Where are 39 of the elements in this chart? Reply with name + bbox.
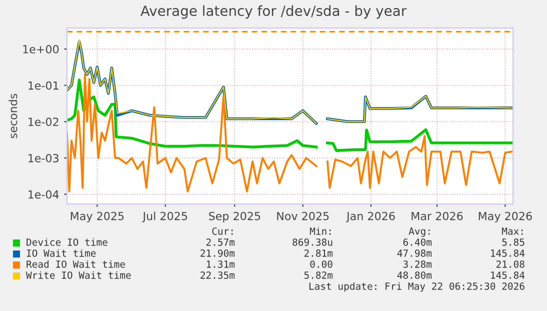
x-tick-label: Jul 2025 (142, 212, 188, 222)
y-tick-label: 1e-02 (28, 118, 58, 126)
y-tick-label: 1e-04 (28, 190, 59, 199)
legend-label: Device IO time (26, 238, 108, 246)
x-tick-label: Mar 2026 (412, 212, 463, 220)
text: 0.00 (310, 260, 332, 268)
text: 869.38u (292, 238, 332, 246)
text: 3.28m (403, 260, 432, 268)
y-axis-title: seconds (8, 94, 18, 138)
x-tick-label: May 2025 (70, 212, 124, 222)
text: 145.84 (491, 271, 525, 279)
text: 21.90m (200, 249, 235, 257)
text: Min: (310, 227, 331, 235)
text: Cur: (212, 227, 233, 235)
text: 6.40m (403, 238, 432, 246)
chart-title: Average latency for /dev/sda - by year (140, 5, 407, 19)
y-tick-label: 1e+00 (23, 45, 59, 54)
y-tick-label: 1e-03 (28, 154, 58, 162)
text: 2.57m (206, 238, 235, 246)
x-tick-label: Sep 2025 (209, 212, 260, 222)
text: Last update: Fri May 22 06:25:30 2026 (309, 282, 524, 292)
legend-label: IO Wait time (26, 249, 96, 257)
text: Avg: (408, 228, 430, 237)
text: 1.31m (206, 260, 235, 268)
legend-label: Write IO Wait time (26, 271, 131, 279)
legend-label: Read IO Wait time (26, 260, 125, 268)
text: Max: (502, 228, 523, 235)
text: 2.81m (304, 249, 333, 257)
text: 22.35m (200, 271, 235, 279)
text: 48.80m (397, 271, 432, 279)
x-tick-label: May 2026 (478, 212, 532, 222)
x-tick-label: Nov 2025 (277, 212, 329, 220)
y-tick-label: 1e-01 (28, 81, 58, 90)
text: 5.85 (502, 238, 524, 246)
text: 47.98m (397, 249, 432, 257)
text: 21.08 (496, 260, 524, 268)
text: 5.82m (304, 271, 333, 279)
text: 145.84 (491, 249, 525, 257)
x-tick-label: Jan 2026 (346, 212, 395, 222)
